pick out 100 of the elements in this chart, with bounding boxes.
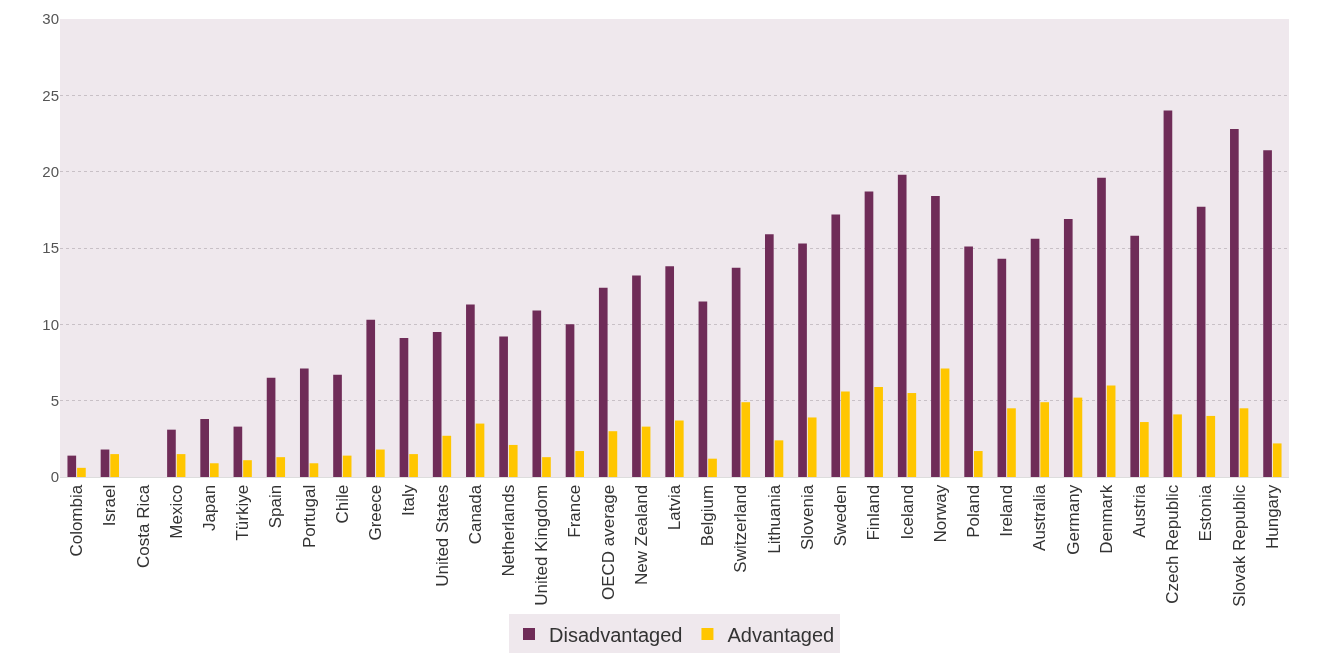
bar (276, 457, 286, 477)
bar (964, 246, 973, 477)
bar (665, 266, 675, 477)
bar (1196, 206, 1206, 477)
x-tick-label: Lithuania (764, 484, 784, 554)
x-tick-label: Germany (1063, 484, 1083, 555)
bar (708, 458, 717, 477)
bar (67, 455, 77, 477)
y-tick-label: 5 (50, 391, 59, 409)
bar (897, 174, 907, 477)
y-tick-label: 25 (42, 86, 59, 104)
bar (1130, 235, 1140, 477)
x-tick-label: Chile (332, 484, 352, 524)
bar (774, 440, 784, 477)
bar (233, 426, 243, 477)
bar (266, 377, 276, 477)
bar (1007, 408, 1016, 477)
bar (931, 196, 940, 477)
bar (1106, 385, 1116, 477)
x-tick-label: France (565, 484, 585, 538)
bar (698, 301, 708, 477)
x-tick-label: Ireland (997, 484, 1017, 537)
x-tick-label: Portugal (299, 484, 319, 549)
bar (641, 426, 651, 477)
bar (200, 418, 209, 477)
bar (342, 455, 352, 477)
y-tick-label: 15 (42, 239, 59, 257)
bar (508, 444, 518, 477)
bar (409, 454, 418, 477)
bar (1239, 408, 1249, 477)
x-tick-label: United Kingdom (532, 484, 552, 606)
bar (1230, 128, 1239, 477)
bar (674, 420, 684, 477)
bar (831, 214, 841, 477)
x-tick-label: Poland (963, 484, 983, 538)
bar (864, 191, 874, 477)
bar (366, 319, 376, 477)
x-tick-label: Costa Rica (133, 484, 153, 568)
bar (907, 393, 917, 477)
bar (110, 454, 119, 477)
x-tick-label: Norway (930, 484, 950, 543)
y-tick-label: 30 (42, 10, 59, 28)
x-tick-label: Canada (465, 484, 485, 545)
bar (309, 463, 319, 477)
bar (874, 386, 883, 477)
bar (1163, 110, 1173, 477)
bar (940, 368, 950, 477)
bar (499, 336, 508, 477)
bar (807, 417, 817, 477)
bar (1272, 443, 1282, 477)
bar (475, 423, 485, 477)
y-tick-label: 10 (42, 315, 59, 333)
bar (565, 324, 575, 477)
bar (376, 449, 385, 477)
bar (77, 467, 86, 477)
y-tick-label: 20 (42, 162, 59, 180)
x-tick-label: New Zealand (631, 484, 651, 585)
bar (432, 331, 442, 477)
x-tick-label: Czech Republic (1163, 484, 1183, 604)
x-tick-label: Italy (399, 484, 419, 516)
legend-label: Disadvantaged (549, 623, 683, 646)
bar (542, 457, 551, 477)
x-tick-label: OECD average (598, 484, 618, 601)
x-tick-label: Slovenia (797, 484, 817, 551)
x-tick-label: Austria (1130, 484, 1150, 538)
x-tick-label: Japan (199, 484, 219, 532)
x-tick-label: Colombia (67, 484, 87, 557)
bar (765, 234, 774, 477)
bar (442, 435, 452, 477)
bar (741, 402, 751, 477)
bar (209, 463, 219, 477)
bar (1030, 238, 1040, 477)
bar (399, 338, 409, 477)
bar (176, 454, 186, 477)
x-tick-label: Denmark (1096, 484, 1116, 554)
x-tick-label: Israel (100, 484, 120, 527)
x-tick-label: Slovak Republic (1229, 484, 1249, 607)
bar (1040, 402, 1050, 477)
x-tick-label: Switzerland (731, 484, 751, 573)
bar (532, 310, 542, 477)
bar (243, 460, 252, 477)
bar (1063, 218, 1073, 477)
x-tick-label: United States (432, 484, 452, 587)
bar (575, 451, 584, 477)
x-tick-label: Mexico (166, 484, 186, 539)
bar (731, 267, 741, 477)
x-tick-label: Netherlands (498, 484, 518, 577)
bar (1263, 150, 1272, 477)
bar (1140, 422, 1149, 477)
x-tick-label: Iceland (897, 484, 917, 540)
bar (973, 451, 983, 477)
x-tick-label: Sweden (831, 484, 851, 547)
x-tick-label: Belgium (698, 484, 718, 547)
bar (997, 258, 1007, 477)
bar (167, 429, 176, 477)
bar (598, 287, 608, 477)
bar (100, 449, 110, 477)
bar (608, 431, 618, 477)
x-tick-label: Finland (864, 484, 884, 541)
x-tick-label: Hungary (1262, 484, 1282, 550)
